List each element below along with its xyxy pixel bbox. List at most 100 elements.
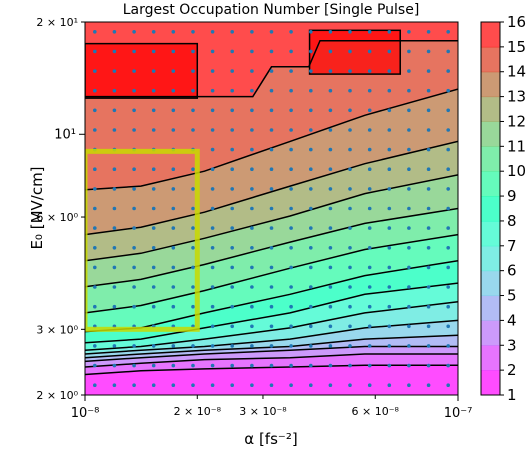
sample-point bbox=[230, 324, 234, 329]
y-tick-label: 10¹ bbox=[54, 127, 76, 142]
sample-point bbox=[348, 128, 352, 132]
contour-line-2 bbox=[85, 364, 458, 376]
sample-points bbox=[93, 30, 451, 388]
colorbar-segment bbox=[481, 345, 500, 371]
x-tick-label: 10⁻⁸ bbox=[71, 406, 100, 421]
sample-point bbox=[132, 187, 136, 191]
sample-point bbox=[289, 49, 293, 54]
sample-point bbox=[269, 383, 274, 388]
sample-point bbox=[328, 363, 333, 368]
sample-point bbox=[250, 246, 254, 250]
sample-point bbox=[407, 30, 411, 34]
sample-point bbox=[446, 128, 451, 132]
sample-point bbox=[348, 226, 352, 230]
sample-point bbox=[407, 206, 411, 211]
colorbar-tick-label: 14 bbox=[507, 63, 526, 81]
sample-point bbox=[230, 285, 234, 289]
sample-point bbox=[328, 30, 333, 34]
sample-point bbox=[289, 88, 293, 93]
sample-point bbox=[250, 69, 254, 73]
sample-point bbox=[387, 206, 392, 211]
sample-point bbox=[348, 363, 352, 368]
sample-point bbox=[446, 246, 451, 250]
sample-point bbox=[426, 226, 431, 230]
sample-point bbox=[230, 49, 234, 54]
sample-point bbox=[446, 265, 451, 270]
sample-point bbox=[269, 49, 274, 54]
sample-point bbox=[348, 69, 352, 73]
colorbar-tick-label: 2 bbox=[507, 361, 517, 379]
sample-point bbox=[250, 304, 254, 309]
contour-line-12 bbox=[85, 174, 458, 262]
sample-point bbox=[250, 265, 254, 270]
y-axis-label: E₀ [MV/cm] bbox=[28, 166, 46, 249]
sample-point bbox=[328, 226, 333, 230]
sample-point bbox=[348, 344, 352, 348]
sample-point bbox=[151, 363, 156, 368]
sample-point bbox=[446, 187, 451, 191]
sample-point bbox=[367, 344, 372, 348]
colorbar-tick-label: 16 bbox=[507, 13, 526, 31]
sample-point bbox=[446, 383, 451, 388]
sample-point bbox=[309, 187, 313, 191]
sample-point bbox=[446, 226, 451, 230]
sample-point bbox=[210, 363, 215, 368]
sample-point bbox=[289, 383, 293, 388]
sample-point bbox=[289, 344, 293, 348]
sample-point bbox=[171, 285, 176, 289]
sample-point bbox=[210, 383, 215, 388]
sample-point bbox=[387, 324, 392, 329]
sample-point bbox=[367, 324, 372, 329]
sample-point bbox=[132, 265, 136, 270]
sample-point bbox=[269, 147, 274, 152]
x-tick-label: 10⁻⁷ bbox=[444, 406, 473, 421]
colorbar-tick-label: 9 bbox=[507, 187, 517, 205]
sample-point bbox=[210, 285, 215, 289]
sample-point bbox=[367, 226, 372, 230]
sample-point bbox=[191, 206, 195, 211]
colorbar-frame bbox=[480, 21, 501, 396]
sample-point bbox=[151, 88, 156, 93]
colorbar-tick-label: 12 bbox=[507, 112, 526, 130]
colorbar-segment bbox=[481, 171, 500, 197]
sample-point bbox=[191, 383, 195, 388]
colorbar-segment bbox=[481, 71, 500, 98]
sample-point bbox=[132, 206, 136, 211]
band-level-11 bbox=[85, 174, 458, 287]
sample-point bbox=[387, 49, 392, 54]
sample-point bbox=[210, 206, 215, 211]
sample-point bbox=[250, 49, 254, 54]
sample-point bbox=[387, 265, 392, 270]
sample-point bbox=[289, 304, 293, 309]
colorbar-segment bbox=[481, 270, 500, 297]
sample-point bbox=[367, 167, 372, 171]
sample-point bbox=[171, 265, 176, 270]
sample-point bbox=[230, 226, 234, 230]
sample-point bbox=[250, 167, 254, 171]
sample-point bbox=[191, 49, 195, 54]
sample-point bbox=[132, 363, 136, 368]
sample-point bbox=[112, 344, 117, 348]
sample-point bbox=[328, 69, 333, 73]
sample-point bbox=[387, 88, 392, 93]
sample-point bbox=[289, 206, 293, 211]
sample-point bbox=[269, 344, 274, 348]
highlight-rect bbox=[85, 148, 200, 332]
sample-point bbox=[446, 69, 451, 73]
sample-point bbox=[289, 324, 293, 329]
x-tick-label: 2 × 10⁻⁸ bbox=[174, 405, 222, 418]
sample-point bbox=[328, 49, 333, 54]
sample-point bbox=[446, 88, 451, 93]
sample-point bbox=[112, 108, 117, 113]
colorbar-segment bbox=[481, 196, 500, 222]
contour-line-14 bbox=[85, 88, 458, 191]
sample-point bbox=[289, 128, 293, 132]
sample-point bbox=[269, 167, 274, 171]
sample-point bbox=[426, 128, 431, 132]
sample-point bbox=[426, 147, 431, 152]
sample-point bbox=[348, 304, 352, 309]
sample-point bbox=[93, 246, 97, 250]
sample-point bbox=[210, 88, 215, 93]
colorbar-tick-label: 11 bbox=[507, 137, 526, 155]
